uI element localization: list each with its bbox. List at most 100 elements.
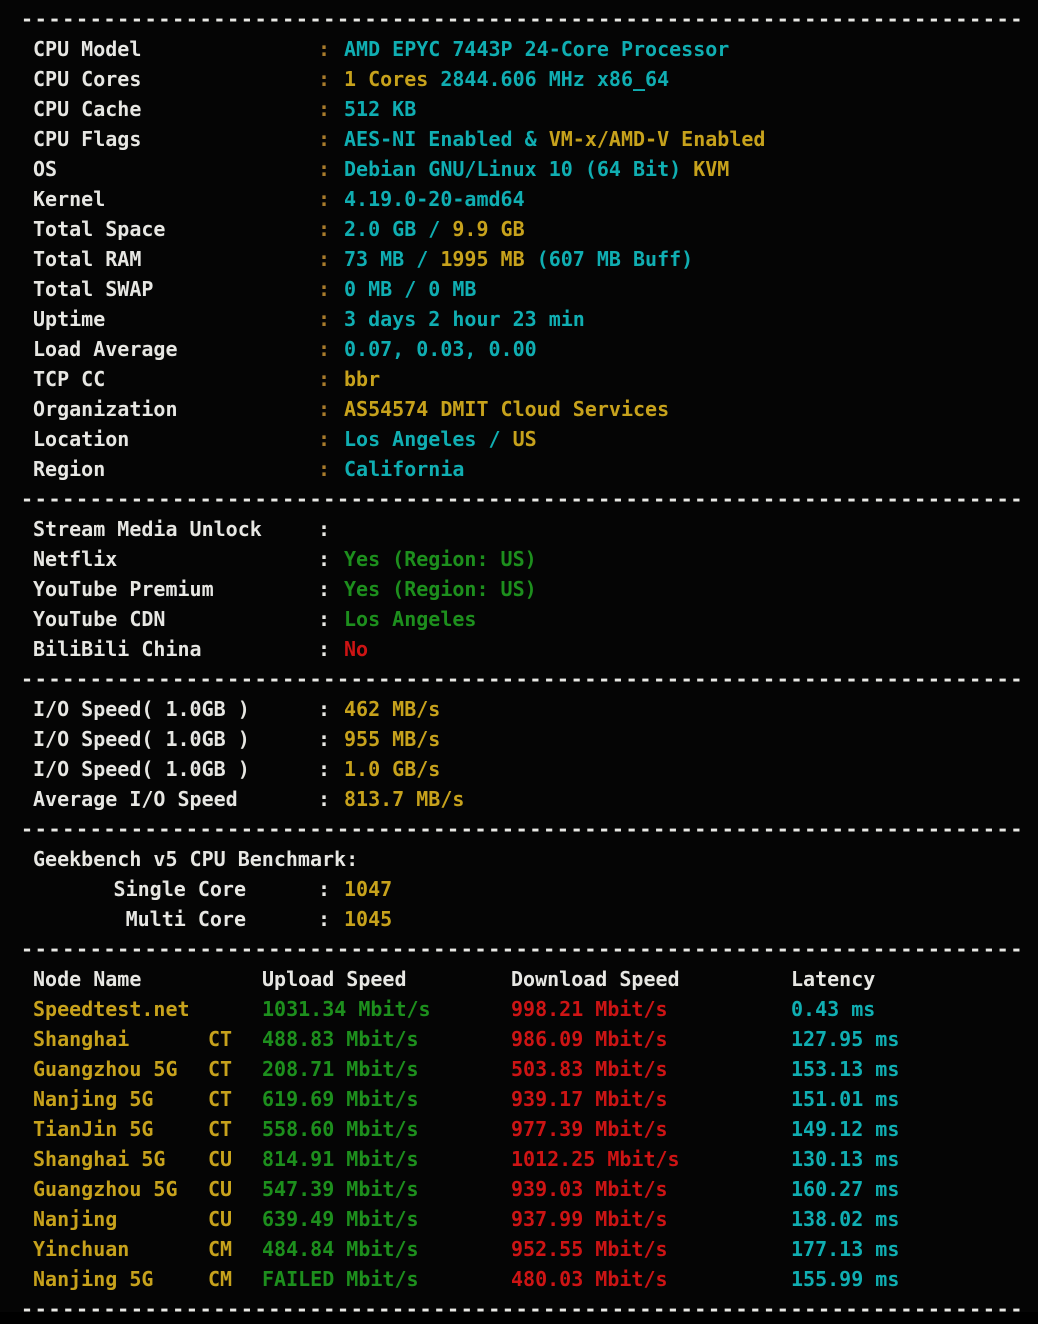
value-segment: California <box>344 457 465 481</box>
colon-separator: : <box>318 577 331 601</box>
speedtest-header-download: Download Speed <box>511 967 680 991</box>
value-segment: 955 MB/s <box>344 727 441 751</box>
latency: 127.95 ms <box>791 1027 900 1051</box>
row-value: Debian GNU/Linux 10 (64 Bit) KVM <box>344 154 1038 184</box>
download-speed: 480.03 Mbit/s <box>511 1267 668 1291</box>
indent-space <box>21 274 33 304</box>
row-value: 0.07, 0.03, 0.00 <box>344 334 1038 364</box>
speedtest-row: TianJin 5G CT 558.60 Mbit/s 977.39 Mbit/s 14… <box>21 1114 1038 1144</box>
speedtest-row: Speedtest.net 1031.34 Mbit/s 998.21 Mbit/s… <box>21 994 1038 1024</box>
system-info-row: TCP CC: bbr <box>21 364 1038 394</box>
speedtest-row: Guangzhou 5G CT 208.71 Mbit/s 503.83 Mbit/s… <box>21 1054 1038 1084</box>
colon-separator: : <box>318 127 331 151</box>
indent-space <box>21 694 33 724</box>
colon-separator: : <box>318 757 331 781</box>
io-speed-section: I/O Speed( 1.0GB ):462 MB/s I/O Speed( 1.… <box>21 694 1038 814</box>
system-info-row: Total SWAP:0 MB / 0 MB <box>21 274 1038 304</box>
colon-separator: : <box>318 397 331 421</box>
speedtest-header-upload: Upload Speed <box>262 967 407 991</box>
indent-space <box>21 994 33 1024</box>
io-speed-row: I/O Speed( 1.0GB ):1.0 GB/s <box>21 754 1038 784</box>
row-value: 2.0 GB / 9.9 GB <box>344 214 1038 244</box>
value-segment: (607 MB Buff) <box>524 247 694 271</box>
row-value: bbr <box>344 364 1038 394</box>
row-label: BiliBili China <box>33 637 202 661</box>
colon-separator: : <box>318 727 331 751</box>
colon-separator: : <box>318 877 331 901</box>
row-value: AS54574 DMIT Cloud Services <box>344 394 1038 424</box>
row-value: Yes (Region: US) <box>344 574 1038 604</box>
node-name: TianJin 5G <box>33 1117 154 1141</box>
node-name: Guangzhou 5G <box>33 1177 178 1201</box>
row-label: Uptime <box>33 307 106 331</box>
indent-space <box>21 844 33 874</box>
row-label: Load Average <box>33 337 178 361</box>
node-name: Speedtest.net <box>33 997 190 1021</box>
row-label: Average I/O Speed <box>33 787 238 811</box>
speedtest-header-node: Node Name <box>33 967 142 991</box>
system-info-row: Total RAM:73 MB / 1995 MB (607 MB Buff) <box>21 244 1038 274</box>
indent-space <box>21 964 33 994</box>
io-speed-row: I/O Speed( 1.0GB ):462 MB/s <box>21 694 1038 724</box>
node-name: Guangzhou 5G <box>33 1057 178 1081</box>
download-speed: 937.99 Mbit/s <box>511 1207 668 1231</box>
colon-separator: : <box>318 907 331 931</box>
system-info-row: Location: Los Angeles / US <box>21 424 1038 454</box>
colon-separator: : <box>318 607 331 631</box>
row-label: Single Core <box>33 874 318 904</box>
upload-speed: 639.49 Mbit/s <box>262 1207 419 1231</box>
download-speed: 503.83 Mbit/s <box>511 1057 668 1081</box>
indent-space <box>21 1174 33 1204</box>
value-segment: KVM <box>693 157 730 181</box>
row-value: 512 KB <box>344 94 1038 124</box>
indent-space <box>21 1114 33 1144</box>
latency: 130.13 ms <box>791 1147 900 1171</box>
value-segment: 462 MB/s <box>344 697 441 721</box>
row-label: Multi Core <box>33 904 318 934</box>
indent-space <box>21 34 33 64</box>
colon-separator: : <box>318 187 331 211</box>
row-label-text: Multi Core <box>125 907 246 931</box>
download-speed: 986.09 Mbit/s <box>511 1027 668 1051</box>
node-carrier: CM <box>208 1267 233 1291</box>
colon-separator: : <box>318 517 331 541</box>
value-segment: bbr <box>344 367 381 391</box>
system-info-row: Kernel:4.19.0-20-amd64 <box>21 184 1038 214</box>
value-segment: No <box>344 637 369 661</box>
value-segment: 0 MB / 0 MB <box>344 277 477 301</box>
row-value: 4.19.0-20-amd64 <box>344 184 1038 214</box>
value-segment: AES-NI Enabled & <box>344 127 549 151</box>
row-value: Los Angeles <box>344 604 1038 634</box>
upload-speed: 547.39 Mbit/s <box>262 1177 419 1201</box>
value-segment: 2.0 GB / <box>344 217 453 241</box>
value-segment: US <box>512 427 537 451</box>
system-info-section: CPU Model: AMD EPYC 7443P 24-Core Process… <box>21 34 1038 484</box>
row-label-text: Single Core <box>113 877 246 901</box>
row-label: Total Space <box>33 217 166 241</box>
indent-space <box>21 64 33 94</box>
system-info-row: Region: California <box>21 454 1038 484</box>
download-speed: 1012.25 Mbit/s <box>511 1147 680 1171</box>
indent-space <box>21 634 33 664</box>
indent-space <box>21 874 33 904</box>
node-name: Nanjing 5G <box>33 1267 154 1291</box>
row-value: Los Angeles / US <box>344 424 1038 454</box>
io-speed-row: I/O Speed( 1.0GB ):955 MB/s <box>21 724 1038 754</box>
indent-space <box>21 214 33 244</box>
system-info-row: Uptime:3 days 2 hour 23 min <box>21 304 1038 334</box>
geekbench-row: Multi Core:1045 <box>21 904 1038 934</box>
upload-speed: 488.83 Mbit/s <box>262 1027 419 1051</box>
row-label: Location <box>33 427 130 451</box>
row-label: Total RAM <box>33 247 142 271</box>
colon-separator: : <box>318 367 331 391</box>
stream-media-row: YouTube Premium: Yes (Region: US) <box>21 574 1038 604</box>
row-value: California <box>344 454 1038 484</box>
row-label: CPU Cores <box>33 67 142 91</box>
row-value: 813.7 MB/s <box>344 784 1038 814</box>
upload-speed: 619.69 Mbit/s <box>262 1087 419 1111</box>
colon-separator: : <box>318 337 331 361</box>
node-carrier: CU <box>208 1207 233 1231</box>
speedtest-row: Shanghai CT 488.83 Mbit/s 986.09 Mbit/s 127.… <box>21 1024 1038 1054</box>
stream-media-section: Stream Media Unlock: Netflix: Yes (Region:… <box>21 514 1038 664</box>
